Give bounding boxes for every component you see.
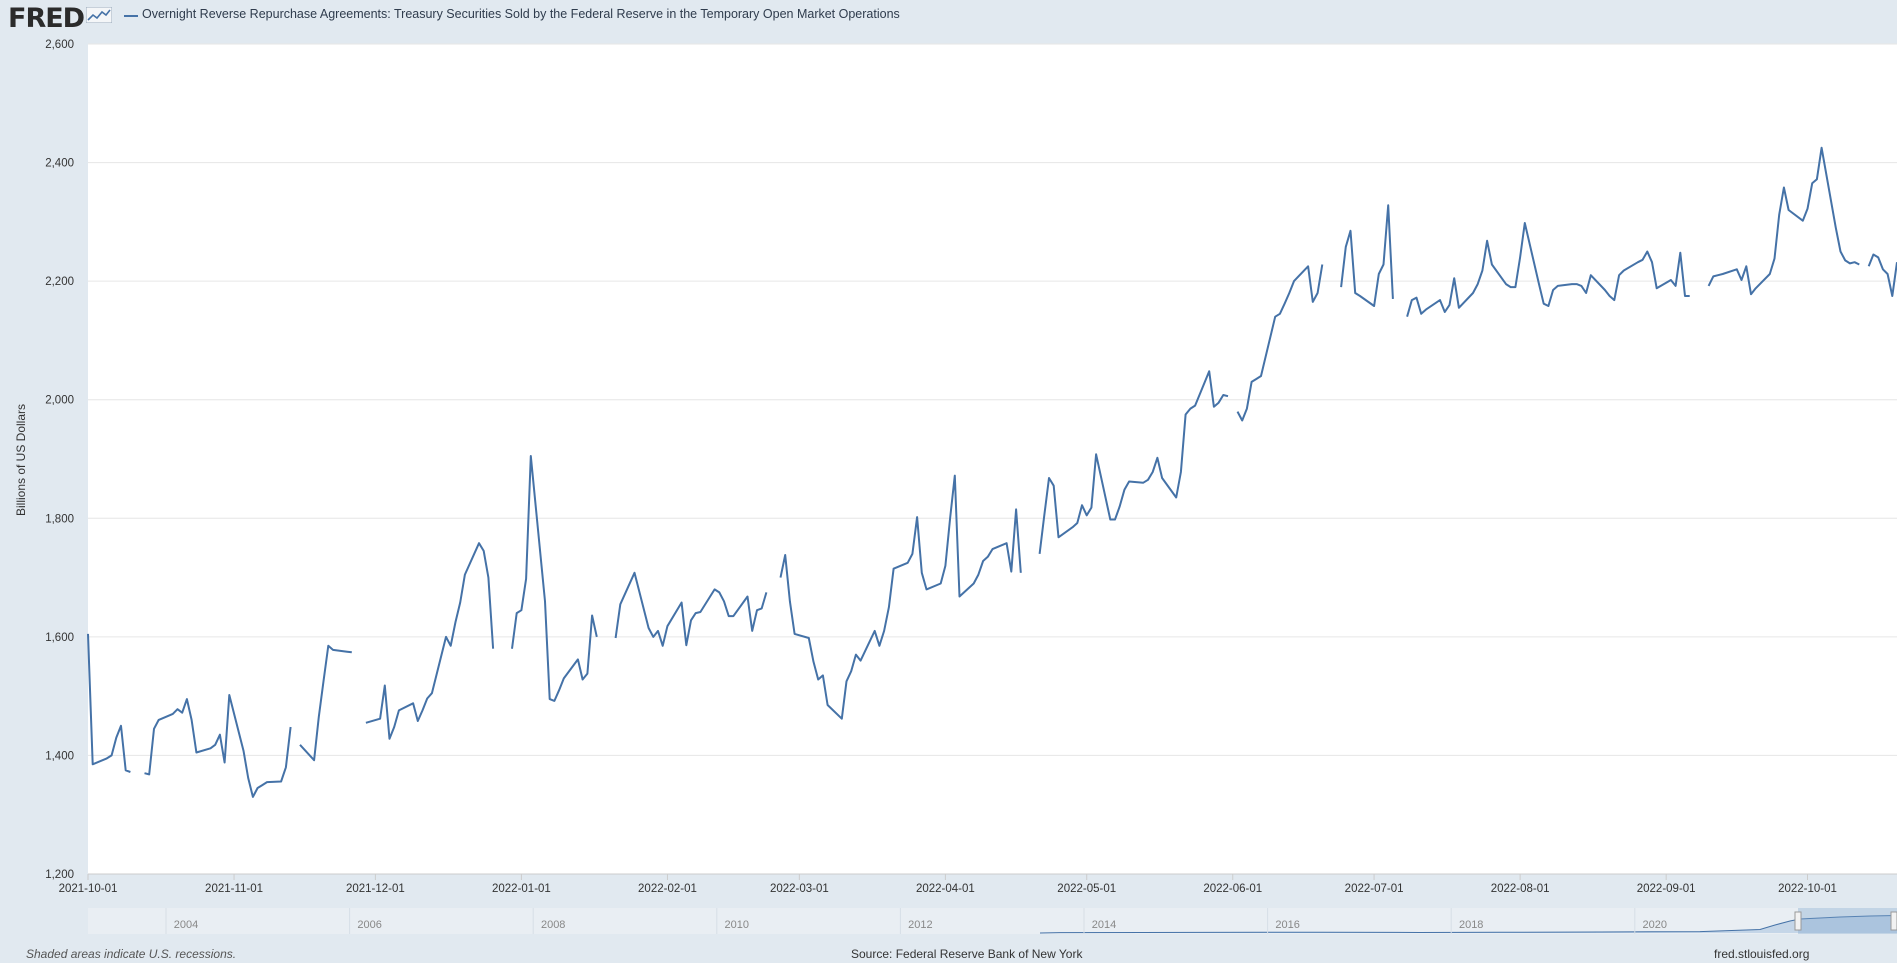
navigator-year-label: 2018 [1459,919,1483,931]
series-line-segment[interactable] [87,633,131,773]
x-tick-label: 2022-06-01 [1203,883,1262,895]
y-tick-label: 1,800 [45,513,74,525]
y-tick-label: 2,000 [45,395,74,407]
fred-chart-icon [86,7,112,23]
navigator-handle-right[interactable] [1890,911,1897,931]
navigator-selected-range[interactable] [1798,908,1897,934]
navigator-handle-left[interactable] [1794,911,1802,931]
y-tick-label: 2,400 [45,158,74,170]
fred-logo[interactable]: FRED [8,3,85,34]
series-line-segment[interactable] [1340,204,1394,307]
source-text: Source: Federal Reserve Bank of New York [851,947,1083,961]
navigator-year-label: 2012 [908,919,932,931]
navigator[interactable]: 2004 2006 2008 2010 2012 2014 2016 2018 2020 [88,908,1897,934]
x-axis: 2021-10-01 2021-11-01 2021-12-01 2022-01-01… [59,874,1837,895]
x-tick-label: 2022-05-01 [1057,883,1116,895]
series-line-segment[interactable] [144,694,292,798]
navigator-year-label: 2006 [357,919,381,931]
y-tick-label: 1,200 [45,869,74,881]
x-tick-label: 2021-11-01 [205,883,263,895]
y-tick-label: 2,600 [45,39,74,51]
legend-swatch [124,15,138,17]
series-line-segment[interactable] [1707,146,1860,296]
navigator-year-label: 2016 [1275,919,1299,931]
recession-note: Shaded areas indicate U.S. recessions. [26,947,237,961]
series-line-segment[interactable] [1406,222,1690,317]
series-line-segment[interactable] [1236,264,1324,422]
series-line-segment[interactable] [1038,370,1229,555]
y-axis: 1,200 1,400 1,600 1,800 2,000 2,200 2,400 2,600 [45,39,74,881]
navigator-labels: 2004 2006 2008 2010 2012 2014 2016 2018 2020 [165,908,1667,934]
y-axis-title: Billions of US Dollars [14,404,28,516]
series-line-segment[interactable] [511,455,598,702]
navigator-series [88,915,1897,934]
x-tick-label: 2022-08-01 [1491,883,1550,895]
navigator-year-label: 2008 [541,919,565,931]
series-line-segment[interactable] [1867,253,1897,297]
navigator-track[interactable] [88,908,1897,934]
x-tick-label: 2022-02-01 [638,883,697,895]
x-tick-label: 2021-12-01 [346,883,405,895]
y-tick-label: 1,400 [45,750,74,762]
series-line-segment[interactable] [365,542,495,740]
series-line-segment[interactable] [614,571,768,647]
x-tick-label: 2022-03-01 [770,883,829,895]
series-line-segment[interactable] [299,644,352,762]
x-tick-label: 2022-01-01 [492,883,551,895]
y-tick-label: 2,200 [45,276,74,288]
y-tick-label: 1,600 [45,632,74,644]
plot-background [88,44,1897,874]
legend-title[interactable]: Overnight Reverse Repurchase Agreements:… [142,7,900,21]
x-tick-label: 2022-10-01 [1778,883,1837,895]
navigator-line [1039,915,1897,934]
chart-header: FRED Overnight Reverse Repurchase Agreem… [0,0,1897,44]
fred-url[interactable]: fred.stlouisfed.org [1714,947,1810,961]
x-tick-label: 2022-04-01 [916,883,975,895]
x-tick-label: 2022-07-01 [1345,883,1404,895]
x-tick-label: 2022-09-01 [1637,883,1696,895]
navigator-year-label: 2010 [725,919,749,931]
series-lines [87,146,1897,798]
navigator-year-label: 2014 [1092,919,1116,931]
series-line-segment[interactable] [779,474,1022,720]
navigator-year-label: 2004 [174,919,198,931]
navigator-year-label: 2020 [1643,919,1667,931]
x-tick-label: 2021-10-01 [59,883,118,895]
